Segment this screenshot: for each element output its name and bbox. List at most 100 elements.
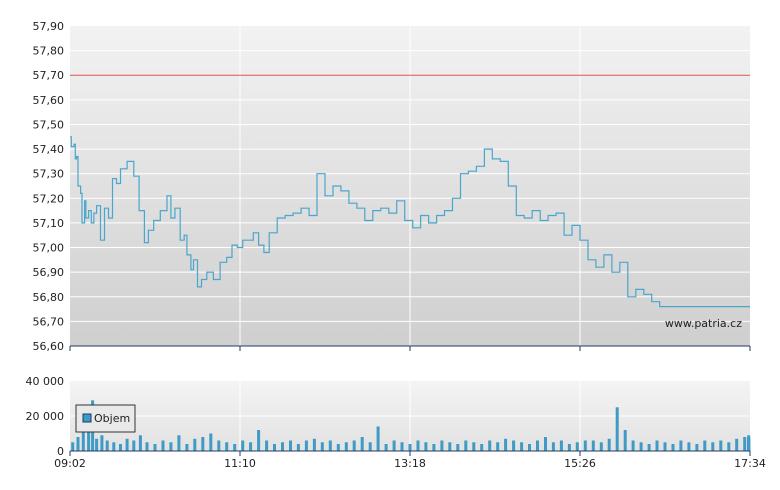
volume-legend: Objem xyxy=(75,404,136,433)
volume-bar xyxy=(217,440,221,451)
volume-bar xyxy=(695,444,699,451)
price-y-tick-label: 56,70 xyxy=(33,315,65,328)
volume-bar xyxy=(488,440,492,451)
volume-bar xyxy=(591,440,595,451)
volume-bar xyxy=(719,440,723,451)
x-tick-label: 11:10 xyxy=(224,457,256,470)
volume-y-axis: 40 000 20 000 0 xyxy=(26,375,65,458)
x-axis-time-labels: 09:02 11:10 13:18 15:26 17:34 xyxy=(54,451,766,470)
volume-bar xyxy=(376,426,380,451)
volume-bar xyxy=(687,442,691,452)
volume-bar xyxy=(209,433,213,451)
volume-bar xyxy=(392,440,396,451)
volume-bar xyxy=(440,440,444,451)
volume-bar xyxy=(679,440,683,451)
volume-bar xyxy=(747,437,751,451)
volume-bar xyxy=(615,407,619,452)
price-grid xyxy=(70,26,750,346)
volume-bar xyxy=(551,442,555,452)
legend-label: Objem xyxy=(94,412,130,425)
volume-bar xyxy=(320,442,324,452)
volume-bar xyxy=(432,444,436,451)
legend-swatch-icon xyxy=(82,413,92,423)
volume-bar xyxy=(408,444,412,451)
price-y-tick-label: 57,10 xyxy=(33,217,65,230)
volume-bar xyxy=(312,438,316,452)
volume-bar xyxy=(416,440,420,451)
price-y-tick-label: 57,90 xyxy=(33,20,65,33)
volume-bar xyxy=(225,442,229,452)
price-x-tick-marks xyxy=(69,346,751,351)
x-tick-label: 17:34 xyxy=(734,457,766,470)
volume-bar xyxy=(265,440,269,451)
price-y-tick-label: 56,90 xyxy=(33,266,65,279)
volume-bar xyxy=(119,444,122,451)
volume-bar xyxy=(328,440,332,451)
volume-y-tick-label: 40 000 xyxy=(26,375,65,388)
price-y-tick-label: 57,30 xyxy=(33,168,65,181)
price-y-tick-label: 57,70 xyxy=(33,69,65,82)
volume-bar xyxy=(655,440,659,451)
volume-bar xyxy=(424,442,428,452)
volume-bar xyxy=(631,440,635,451)
volume-bar xyxy=(76,437,80,451)
price-y-tick-label: 56,60 xyxy=(33,340,65,353)
volume-bar xyxy=(583,440,587,451)
volume-bar xyxy=(249,442,253,452)
volume-y-tick-label: 20 000 xyxy=(26,410,65,423)
volume-bar xyxy=(185,444,189,451)
volume-bar xyxy=(480,444,484,451)
volume-bar xyxy=(138,435,142,452)
price-y-tick-label: 56,80 xyxy=(33,291,65,304)
volume-bar xyxy=(105,440,109,451)
volume-grid xyxy=(70,381,750,451)
price-y-tick-label: 57,80 xyxy=(33,45,65,58)
volume-bar xyxy=(352,440,356,451)
volume-bar xyxy=(145,442,149,452)
volume-bar xyxy=(536,440,539,451)
volume-bar xyxy=(201,437,205,451)
x-tick-label: 13:18 xyxy=(394,457,426,470)
volume-bar xyxy=(496,442,500,452)
volume-bar xyxy=(544,437,547,451)
volume-bar xyxy=(743,437,747,451)
price-series-line xyxy=(70,136,750,308)
volume-bar xyxy=(456,444,460,451)
volume-bar xyxy=(464,440,468,451)
volume-bar xyxy=(304,440,308,451)
volume-bar xyxy=(71,442,75,452)
volume-bar xyxy=(336,444,340,451)
price-y-tick-label: 57,40 xyxy=(33,143,65,156)
volume-bar xyxy=(735,438,739,452)
volume-bar xyxy=(472,442,476,452)
volume-bar xyxy=(567,444,571,451)
volume-bar xyxy=(504,438,508,452)
volume-bar xyxy=(81,419,85,451)
volume-bar xyxy=(296,444,300,451)
volume-bar xyxy=(344,442,348,452)
volume-bar xyxy=(95,438,99,452)
price-y-tick-label: 57,20 xyxy=(33,192,65,205)
price-y-axis: 57,90 57,80 57,70 57,60 57,50 57,40 57,30 57,20… xyxy=(33,20,65,353)
price-y-tick-label: 57,50 xyxy=(33,118,65,131)
volume-bar xyxy=(169,442,173,452)
volume-bar xyxy=(575,442,579,452)
volume-bar xyxy=(161,440,165,451)
volume-bar xyxy=(599,442,603,452)
volume-bar xyxy=(112,442,116,452)
volume-bar xyxy=(528,444,531,451)
volume-bar xyxy=(233,444,237,451)
volume-bar xyxy=(559,440,563,451)
volume-bar xyxy=(132,440,136,451)
volume-bar xyxy=(100,435,104,452)
volume-bar xyxy=(273,444,276,451)
volume-bar xyxy=(647,444,651,451)
volume-bar xyxy=(727,442,731,452)
volume-bar xyxy=(448,442,452,452)
volume-bar xyxy=(663,442,667,452)
volume-bar xyxy=(512,440,516,451)
volume-bar xyxy=(241,440,245,451)
volume-bar xyxy=(193,438,197,452)
